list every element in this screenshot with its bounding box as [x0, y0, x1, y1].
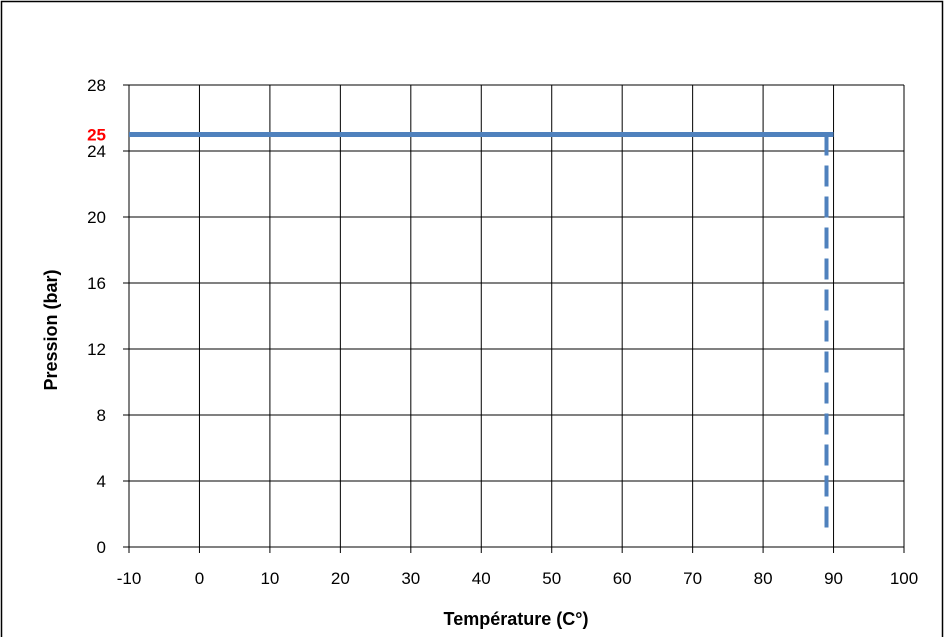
x-tick-label: 70: [683, 569, 702, 588]
y-tick-label: 16: [87, 274, 106, 293]
y-tick-label: 24: [87, 142, 106, 161]
x-tick-label: 50: [542, 569, 561, 588]
y-tick-label: 0: [97, 538, 106, 557]
y-tick-label: 20: [87, 208, 106, 227]
x-tick-label: 0: [195, 569, 204, 588]
y-tick-label: 8: [97, 406, 106, 425]
y-tick-label: 4: [97, 472, 106, 491]
x-tick-label: 10: [260, 569, 279, 588]
y-tick-label: 28: [87, 76, 106, 95]
x-tick-label: -10: [117, 569, 142, 588]
x-tick-label: 90: [824, 569, 843, 588]
y-tick-label: 12: [87, 340, 106, 359]
annotation-label: 25: [87, 126, 106, 145]
x-tick-label: 100: [890, 569, 918, 588]
x-tick-label: 60: [613, 569, 632, 588]
x-tick-label: 20: [331, 569, 350, 588]
x-axis-title: Température (C°): [444, 609, 589, 629]
x-tick-label: 30: [401, 569, 420, 588]
x-tick-label: 40: [472, 569, 491, 588]
y-axis-title: Pression (bar): [41, 269, 61, 390]
x-tick-label: 80: [754, 569, 773, 588]
